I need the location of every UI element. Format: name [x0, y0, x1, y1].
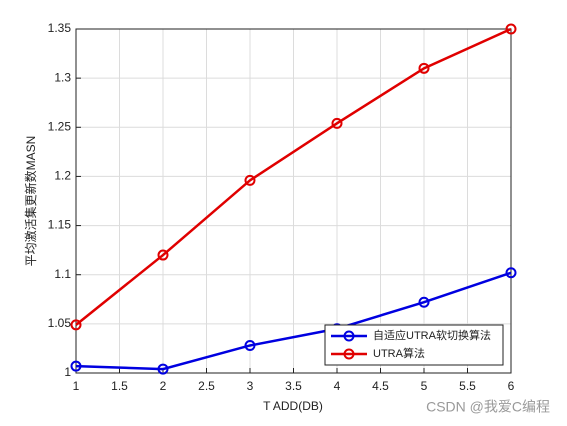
x-tick-label: 1.5 — [111, 379, 128, 393]
point — [70, 360, 82, 372]
point — [244, 174, 256, 186]
x-tick-label: 6 — [508, 379, 515, 393]
legend-box — [324, 324, 504, 366]
legend-marker — [343, 348, 355, 360]
point — [505, 23, 517, 35]
x-tick-label: 2 — [160, 379, 167, 393]
point — [244, 339, 256, 351]
series-line — [75, 27, 512, 326]
point — [331, 117, 343, 129]
x-tick-label: 1 — [73, 379, 80, 393]
x-tick-label: 5 — [421, 379, 428, 393]
x-tick-label: 4 — [334, 379, 341, 393]
legend-label: UTRA算法 — [373, 346, 425, 360]
x-axis-label: T ADD(DB) — [263, 399, 323, 413]
y-tick-label: 1.1 — [54, 267, 71, 281]
y-axis-label: 平均激活集更新数MASN — [23, 136, 38, 267]
x-tick-label: 5.5 — [459, 379, 476, 393]
point — [157, 363, 169, 375]
x-tick-label: 4.5 — [372, 379, 389, 393]
x-tick-label: 3 — [247, 379, 254, 393]
point — [418, 296, 430, 308]
legend: 自适应UTRA软切换算法 UTRA算法 — [324, 324, 504, 366]
legend-marker — [343, 330, 355, 342]
y-tick-label: 1.3 — [54, 70, 71, 84]
point — [157, 249, 169, 261]
point — [418, 62, 430, 74]
point — [70, 319, 82, 331]
legend-label: 自适应UTRA软切换算法 — [373, 328, 491, 342]
watermark: CSDN @我爱C编程 — [426, 399, 550, 415]
x-tick-label: 2.5 — [198, 379, 215, 393]
y-tick-label: 1.35 — [48, 21, 72, 35]
y-tick-label: 1.2 — [54, 169, 71, 183]
point — [505, 267, 517, 279]
y-tick-label: 1.15 — [48, 218, 72, 232]
x-tick-label: 3.5 — [285, 379, 302, 393]
series-line — [75, 271, 512, 371]
plot-frame — [75, 28, 512, 374]
y-tick-label: 1.25 — [48, 119, 72, 133]
y-tick-label: 1 — [64, 365, 71, 379]
y-tick-label: 1.05 — [48, 316, 72, 330]
